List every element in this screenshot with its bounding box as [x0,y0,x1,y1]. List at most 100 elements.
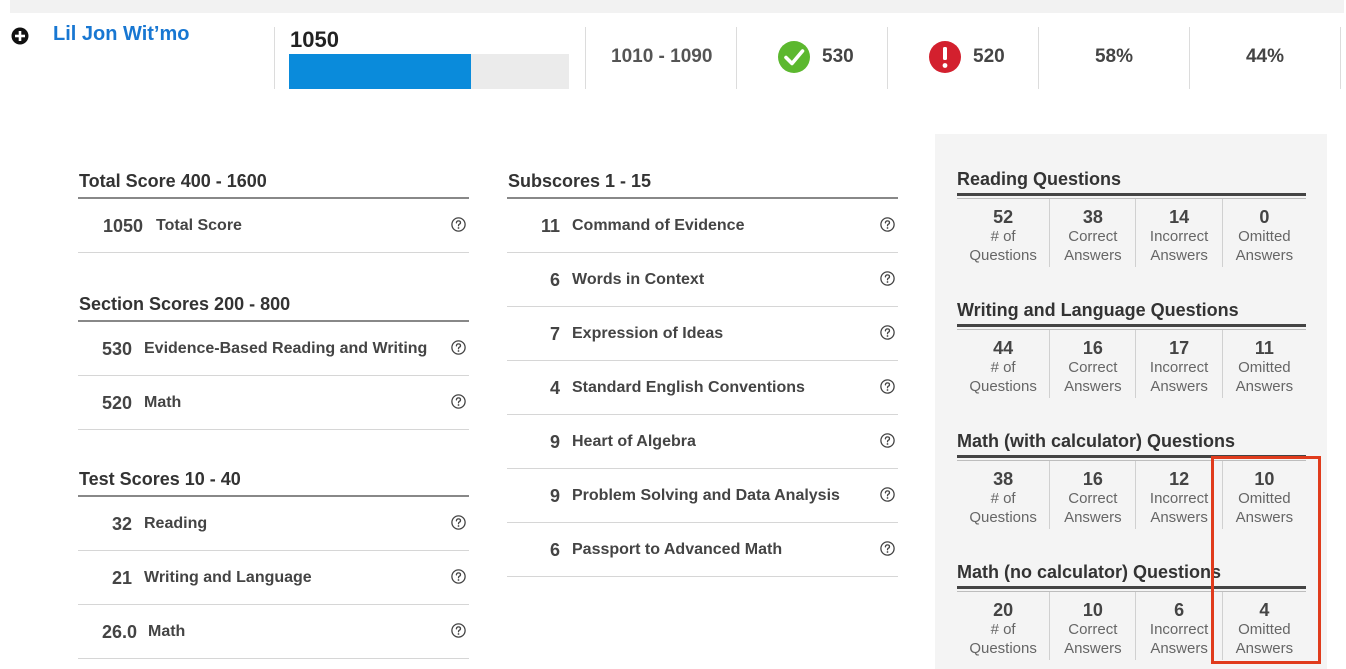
question-stat-value: 12 [1169,469,1190,489]
subscore-value: 11 [540,216,560,236]
subscores-title: Subscores 1 - 15 [507,171,898,199]
question-stat-total: 52 # of Questions [957,199,1051,267]
question-stat-value: 17 [1169,338,1190,358]
question-stat-value: 20 [993,600,1014,620]
question-stat-value: 16 [1082,469,1103,489]
question-stat-label: Incorrect Answers [1149,490,1209,526]
question-stat-label: Omitted Answers [1235,490,1294,526]
subscore-value: 6 [549,540,560,560]
subscore-row: 4 Standard English Conventions [507,361,898,415]
alert-circle-icon [929,41,961,73]
student-name-link[interactable]: Lil Jon Wit’mo [53,23,190,45]
score-value: 21 [111,568,132,588]
score-groups-column: Total Score 400 - 1600 1050 Total Score … [78,171,469,659]
help-icon[interactable] [880,325,895,340]
help-icon[interactable] [880,379,895,394]
question-stat-total: 20 # of Questions [957,592,1051,660]
help-icon[interactable] [451,394,466,409]
divider [1189,27,1190,89]
score-row: 21 Writing and Language [78,551,469,605]
score-label: Writing and Language [144,569,312,586]
question-group-title: Math (with calculator) Questions [957,431,1306,458]
question-stat-label: # of Questions [969,621,1037,657]
subscore-row: 6 Words in Context [507,253,898,307]
help-icon[interactable] [451,569,466,584]
score-value: 32 [111,514,132,534]
help-icon[interactable] [880,217,895,232]
subscore-label: Command of Evidence [572,217,745,234]
check-circle-icon [778,41,810,73]
ebrw-score: 530 [822,46,854,67]
subscore-row: 9 Heart of Algebra [507,415,898,469]
student-row: Lil Jon Wit’mo 1050 1010 - 1090 530 520 … [0,13,1346,103]
subscore-label: Expression of Ideas [572,325,724,342]
help-icon[interactable] [451,623,466,638]
score-range: 1010 - 1090 [611,46,713,67]
subscores-column: Subscores 1 - 15 11 Command of Evidence 6 W… [507,171,898,577]
score-value: 1050 [102,216,143,236]
question-stat-total: 38 # of Questions [957,461,1051,529]
question-stat-value: 14 [1169,207,1190,227]
question-stat-incorrect: 6 Incorrect Answers [1136,592,1223,660]
question-stat-label: Omitted Answers [1235,228,1294,264]
question-stat-label: Correct Answers [1064,228,1122,264]
question-stat-correct: 16 Correct Answers [1050,461,1137,529]
help-icon[interactable] [880,433,895,448]
question-group-title: Math (no calculator) Questions [957,562,1306,589]
score-label: Math [144,394,182,411]
score-group-title: Total Score 400 - 1600 [78,171,469,199]
subscore-value: 7 [549,324,560,344]
question-stat-incorrect: 17 Incorrect Answers [1136,330,1223,398]
question-stat-omitted: 0 Omitted Answers [1223,199,1306,267]
question-stat-value: 10 [1082,600,1103,620]
question-stat-label: # of Questions [969,359,1037,395]
top-strip [10,0,1344,13]
expand-plus-icon[interactable] [11,27,29,45]
divider [736,27,737,89]
score-row: 520 Math [78,376,469,430]
question-stat-label: # of Questions [969,490,1037,526]
subscore-label: Passport to Advanced Math [572,541,783,558]
question-stat-label: # of Questions [969,228,1037,264]
score-row: 26.0 Math [78,605,469,659]
divider [274,27,275,89]
score-label: Evidence-Based Reading and Writing [144,340,428,357]
percentile-b: 44% [1245,46,1285,67]
help-icon[interactable] [451,217,466,232]
score-bar [289,54,569,89]
help-icon[interactable] [880,541,895,556]
question-stat-correct: 38 Correct Answers [1050,199,1137,267]
subscore-label: Words in Context [572,271,705,288]
score-row: 32 Reading [78,497,469,551]
question-stat-value: 38 [1082,207,1103,227]
help-icon[interactable] [451,515,466,530]
question-stat-total: 44 # of Questions [957,330,1051,398]
score-value: 26.0 [101,622,137,642]
question-stat-label: Omitted Answers [1235,621,1294,657]
score-row: 1050 Total Score [78,199,469,253]
help-icon[interactable] [451,340,466,355]
question-stat-label: Omitted Answers [1235,359,1294,395]
question-stat-correct: 10 Correct Answers [1050,592,1137,660]
question-stat-value: 10 [1254,469,1275,489]
question-stat-label: Correct Answers [1064,490,1122,526]
subscore-value: 9 [549,486,560,506]
question-stat-incorrect: 12 Incorrect Answers [1136,461,1223,529]
help-icon[interactable] [880,271,895,286]
score-group-title: Section Scores 200 - 800 [78,294,469,322]
question-group: Math (with calculator) Questions 38 # of Q… [957,431,1306,529]
question-stat-value: 0 [1259,207,1270,227]
question-stat-value: 6 [1174,600,1185,620]
question-group-title: Reading Questions [957,169,1306,196]
score-group-test: Test Scores 10 - 40 32 Reading 21 Writin… [78,469,469,659]
help-icon[interactable] [880,487,895,502]
subscore-row: 6 Passport to Advanced Math [507,523,898,577]
question-stat-value: 4 [1259,600,1270,620]
score-label: Reading [144,515,208,532]
score-value: 530 [101,339,132,359]
question-stat-value: 52 [993,207,1014,227]
question-stat-value: 11 [1254,338,1274,358]
score-label: Total Score [156,217,242,234]
question-stat-incorrect: 14 Incorrect Answers [1136,199,1223,267]
percentile-a: 58% [1094,46,1134,67]
